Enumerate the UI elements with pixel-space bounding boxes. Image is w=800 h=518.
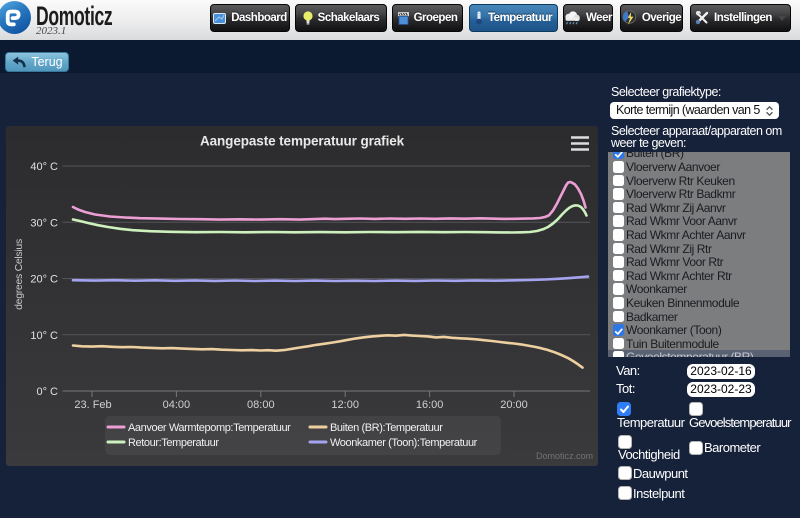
svg-text:Aangepaste temperatuur grafiek: Aangepaste temperatuur grafiek — [200, 134, 405, 149]
svg-text:04:00: 04:00 — [163, 399, 191, 411]
svg-text:Buiten (BR):Temperatuur: Buiten (BR):Temperatuur — [330, 422, 443, 434]
svg-text:10° C: 10° C — [30, 330, 58, 342]
svg-text:23. Feb: 23. Feb — [74, 399, 111, 411]
svg-text:30° C: 30° C — [30, 217, 58, 229]
svg-text:Retour:Temperatuur: Retour:Temperatuur — [128, 437, 219, 449]
svg-text:40° C: 40° C — [30, 161, 58, 173]
svg-text:0° C: 0° C — [36, 386, 58, 398]
svg-text:12:00: 12:00 — [331, 399, 359, 411]
svg-text:Aanvoer Warmtepomp:Temperatuur: Aanvoer Warmtepomp:Temperatuur — [128, 422, 291, 434]
svg-text:08:00: 08:00 — [247, 399, 275, 411]
svg-text:20° C: 20° C — [30, 274, 58, 286]
svg-text:degrees Celsius: degrees Celsius — [13, 239, 25, 310]
svg-text:20:00: 20:00 — [500, 399, 528, 411]
svg-text:16:00: 16:00 — [416, 399, 444, 411]
svg-text:Domoticz.com: Domoticz.com — [536, 451, 593, 461]
svg-text:Woonkamer (Toon):Temperatuur: Woonkamer (Toon):Temperatuur — [330, 437, 478, 449]
